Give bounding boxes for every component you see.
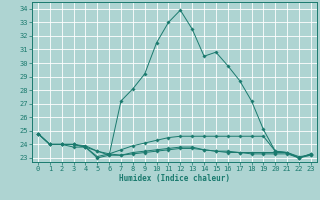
X-axis label: Humidex (Indice chaleur): Humidex (Indice chaleur) (119, 174, 230, 183)
